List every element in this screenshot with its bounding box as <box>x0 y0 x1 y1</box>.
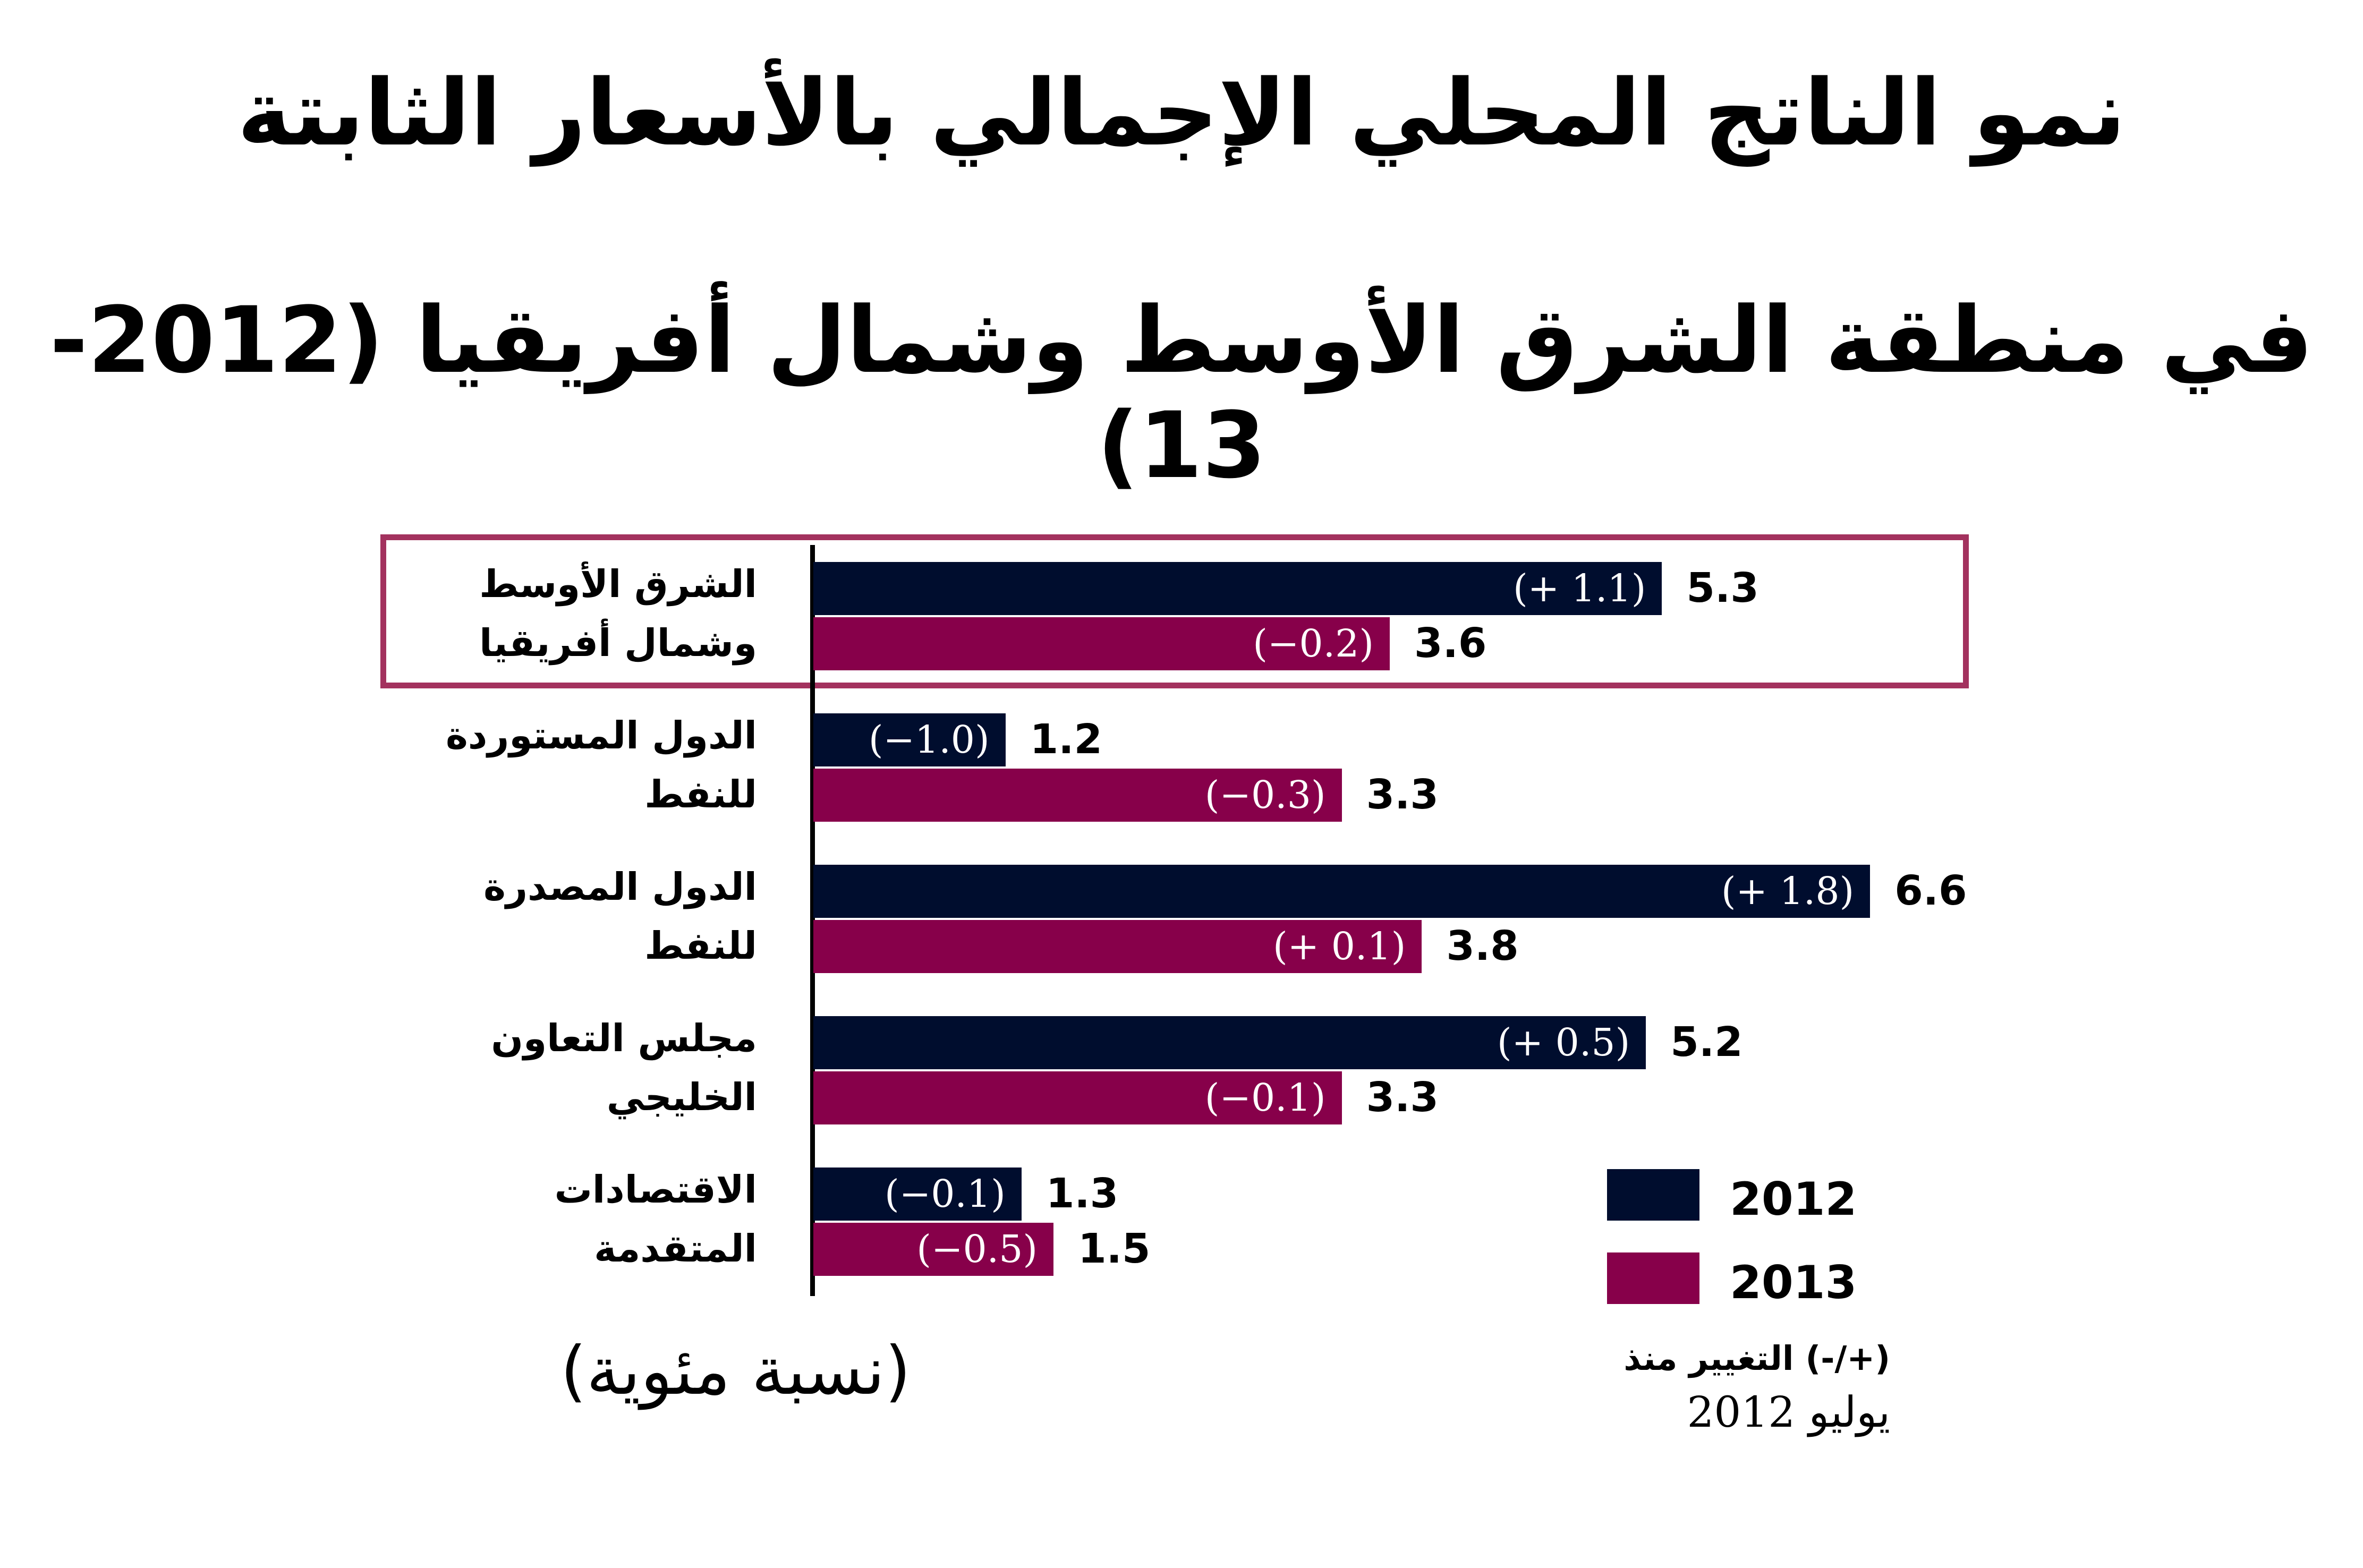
y-axis-line <box>810 545 815 1296</box>
value-label: 5.3 <box>1686 565 1759 612</box>
change-note-line1: (+/-) التغيير منذ <box>1624 1339 1890 1378</box>
bar-2012 <box>813 865 1871 918</box>
category-label-line2: المتقدمة <box>594 1226 757 1271</box>
category-label-line1: الشرق الأوسط <box>479 562 757 606</box>
change-label: (−0.5) <box>916 1227 1038 1271</box>
value-label: 1.2 <box>1030 716 1103 763</box>
change-label: (−0.3) <box>1204 773 1326 817</box>
bar-2012 <box>813 1016 1646 1069</box>
category-label-line2: وشمال أفريقيا <box>479 621 757 665</box>
change-label: (+ 1.8) <box>1721 869 1855 913</box>
category-label: الاقتصادات المتقدمة <box>363 1160 757 1278</box>
category-label-line2: للنفط <box>644 772 757 816</box>
category-label-line1: الدول المستوردة <box>445 713 757 757</box>
value-label: 3.6 <box>1414 620 1487 667</box>
value-label: 3.3 <box>1366 1074 1439 1121</box>
change-label: (+ 1.1) <box>1513 566 1646 610</box>
change-label: (+ 0.5) <box>1497 1020 1630 1064</box>
change-label: (−0.1) <box>1204 1076 1326 1120</box>
change-label: (+ 0.1) <box>1272 924 1406 968</box>
value-label: 1.5 <box>1078 1225 1151 1273</box>
category-label-line1: الاقتصادات <box>554 1168 757 1212</box>
bar-2013 <box>813 769 1342 822</box>
bar-2013 <box>813 1071 1342 1124</box>
bar-2013 <box>813 920 1422 973</box>
category-label: مجلس التعاون الخليجي <box>363 1009 757 1127</box>
highlight-frame <box>380 534 1969 688</box>
value-label: 6.6 <box>1894 867 1967 915</box>
bar-2013 <box>813 617 1390 670</box>
category-label-line1: مجلس التعاون <box>491 1016 757 1060</box>
category-label-line1: الدول المصدرة <box>483 865 757 909</box>
category-label: الدول المستوردة للنفط <box>363 706 757 824</box>
value-label: 3.8 <box>1446 923 1519 970</box>
value-label: 1.3 <box>1046 1170 1119 1217</box>
category-label-line2: الخليجي <box>606 1075 757 1119</box>
value-label: 3.3 <box>1366 771 1439 819</box>
legend-label-2012: 2012 <box>1730 1173 1857 1226</box>
category-label-line2: للنفط <box>644 924 757 968</box>
chart-title: نمو الناتج المحلي الإجمالي بالأسعار الثا… <box>237 59 2126 166</box>
bar-2012 <box>813 562 1662 615</box>
category-label: الدول المصدرة للنفط <box>363 857 757 975</box>
value-label: 5.2 <box>1670 1019 1743 1066</box>
legend-label-2013: 2013 <box>1730 1256 1857 1309</box>
change-note-line2: يوليو 2012 <box>1687 1387 1890 1437</box>
unit-label: (نسبة مئوية) <box>560 1333 911 1410</box>
chart-subtitle: في منطقة الشرق الأوسط وشمال أفريقيا (201… <box>49 287 2314 499</box>
bar-2012 <box>813 1168 1022 1221</box>
bar-2012 <box>813 713 1006 766</box>
change-label: (−1.0) <box>868 718 990 762</box>
legend-swatch-2013 <box>1607 1252 1699 1304</box>
change-label: (−0.2) <box>1253 621 1374 666</box>
legend-swatch-2012 <box>1607 1169 1699 1221</box>
category-label: الشرق الأوسط وشمال أفريقيا <box>363 555 757 672</box>
bar-2013 <box>813 1223 1054 1276</box>
change-label: (−0.1) <box>885 1172 1006 1216</box>
